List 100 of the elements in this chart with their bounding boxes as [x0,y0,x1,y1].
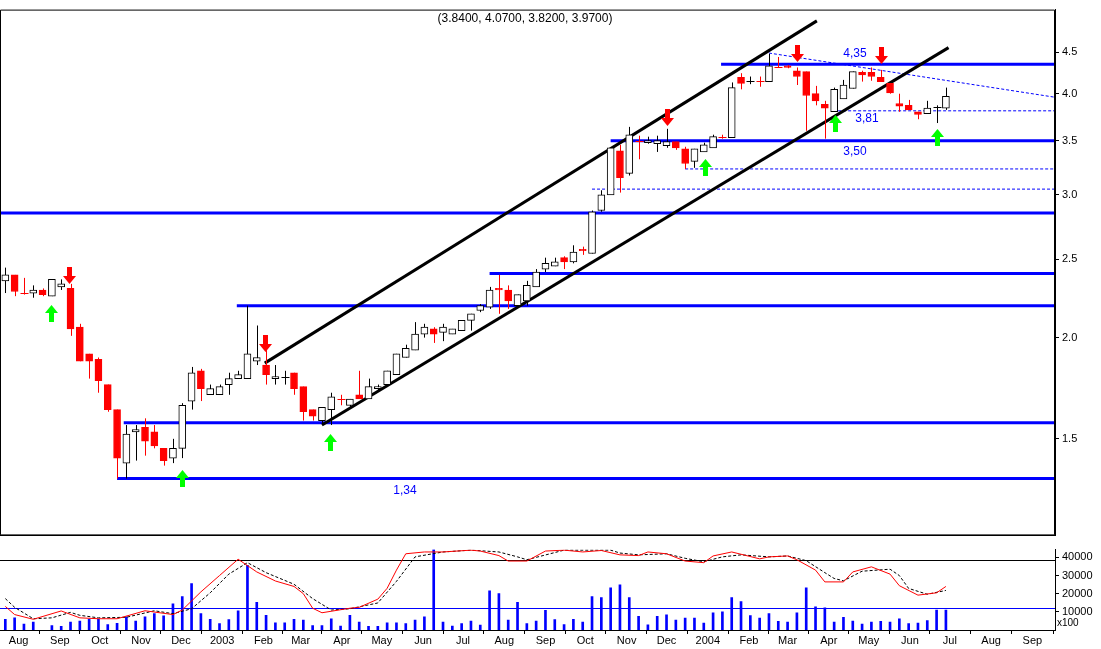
bar [721,611,724,630]
series-label: 4,35 [843,45,867,60]
candlestick [169,438,177,464]
candlestick [523,280,531,307]
y-tick-label: 3.0 [1062,187,1078,200]
series-label: 1,34 [393,482,417,497]
bar [478,624,482,630]
bar [451,625,454,630]
y-tick-label: 30000 [1062,568,1093,581]
x-tick-label: Feb [739,633,759,646]
candlestick [811,85,820,106]
candlestick [681,146,689,170]
bar [879,620,883,630]
bar [59,626,63,630]
x-tick-label: Sep [535,633,556,646]
bar [786,621,789,630]
y-tick-label: 4.0 [1062,86,1078,99]
bar [572,618,575,630]
bar [3,618,7,630]
candlestick [197,368,205,402]
bar [329,618,333,630]
bar [423,616,426,630]
bar [283,622,287,630]
x-tick-label: Aug [494,633,515,646]
candlestick [662,128,671,149]
x-tick-label: Jul [455,633,471,646]
candlestick [225,372,233,396]
y-tick-label: 20000 [1062,586,1093,599]
series-label: 3,81 [855,111,879,126]
x-tick-label: Oct [91,633,109,646]
bar [97,618,100,630]
candlestick [252,325,261,366]
bar [506,619,510,630]
bar [395,622,398,630]
x-tick-label: Nov [616,633,637,646]
bar [655,616,659,630]
x-tick-label: Dec [656,633,677,646]
bar [13,617,16,630]
y-tick-label: 2.0 [1062,330,1078,343]
x-tick-label: Aug [8,633,29,646]
bar [749,615,752,630]
x-tick-label: Apr [333,633,351,646]
x-tick-label: Mar [291,633,311,646]
x-tick-label: Aug [981,633,1001,646]
y-tick-label: 2.5 [1062,252,1078,265]
bar [637,616,640,630]
bar [907,623,910,630]
x-tick-label: Jul [942,633,957,646]
bar [758,617,761,630]
candlestick [85,353,93,380]
bar [125,616,128,630]
x-tick-label: Feb [253,633,273,646]
candlestick [411,321,419,351]
bar [357,621,361,630]
candlestick [504,284,513,310]
candlestick [821,100,829,140]
x-tick-label: Sep [50,633,70,646]
bar [311,625,314,630]
x-tick-label: Mar [778,633,798,646]
bar [702,622,706,630]
text: x100 [1057,617,1079,628]
candlestick [765,53,773,83]
x-tick-label: Sep [1022,633,1043,646]
bar [208,618,212,630]
candlestick [271,364,280,386]
bar [925,620,929,630]
candlestick [281,370,290,386]
bar [665,614,668,630]
bar [274,622,277,630]
bar [153,613,156,630]
candlestick [802,71,811,132]
x-tick-label: May [371,633,393,646]
candlestick [141,417,149,457]
bar [898,618,901,630]
y-tick-label: 3.5 [1062,133,1078,146]
candlestick [103,384,112,413]
bar [162,615,165,630]
bar [78,620,82,630]
bar [106,624,110,630]
candlestick [635,135,644,160]
bar [842,616,845,630]
bar [553,619,557,630]
bar [776,620,780,630]
bar [227,619,231,630]
candlestick [895,93,904,113]
x-tick-label: Nov [131,633,152,646]
bar [339,625,342,630]
candlestick [495,274,503,315]
y-tick-label: 4.5 [1062,45,1078,58]
bar [851,620,855,630]
bar [460,623,463,630]
bar [870,621,873,630]
chart-title: (3.8400, 4.0700, 3.8200, 3.9700) [436,11,614,25]
x-tick-label: Apr [820,633,838,646]
x-tick-label: 2004 [695,633,721,646]
x-tick-label: 2003 [209,633,235,646]
bar [218,623,221,630]
candlestick [20,277,29,296]
bar [69,621,72,630]
bar [367,626,370,630]
